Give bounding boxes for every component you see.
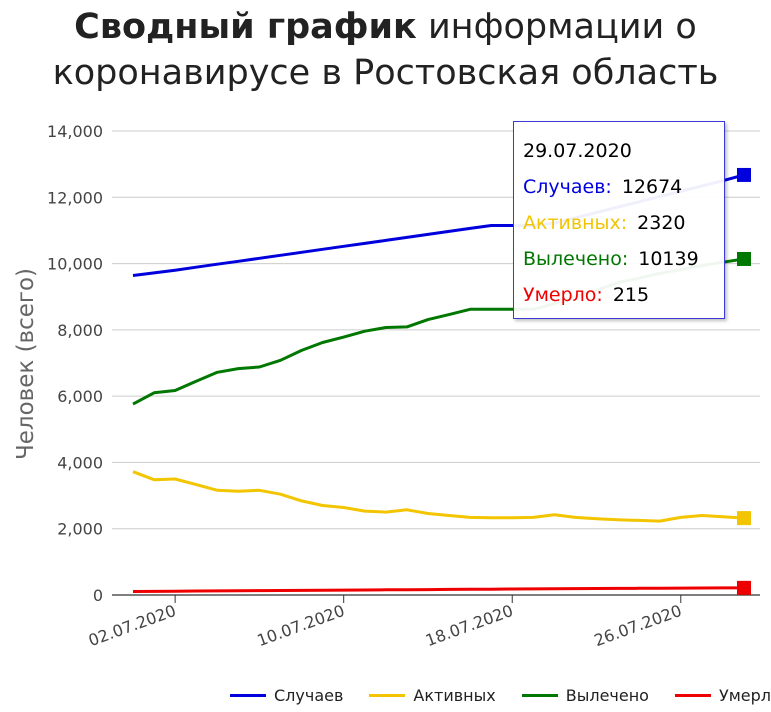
tooltip-label: Случаев: [523,176,612,198]
chart-title-line-2: коронавирусе в Ростовская область [52,53,719,93]
legend-item-active[interactable]: Активных [369,685,496,705]
x-tick-label: 10.07.2020 [254,601,347,650]
chart-title-bold: Сводный график [74,7,417,47]
y-tick-label: 4,000 [57,453,103,472]
chart-title-rest: информации о [416,7,697,47]
y-tick-label: 6,000 [57,387,103,406]
legend-swatch [674,693,711,697]
x-tick-label: 18.07.2020 [423,601,516,650]
legend-swatch [230,693,266,697]
tooltip-row-recovered: Вылечено: 10139 [523,241,724,277]
tooltip-value: 10139 [638,248,699,270]
series-end-marker[interactable] [737,580,751,595]
legend-swatch [369,693,406,697]
legend-item-recovered[interactable]: Вылечено [521,685,649,705]
tooltip-value: 215 [612,284,650,306]
tooltip-label: Вылечено: [523,248,629,270]
series-end-marker[interactable] [737,511,751,526]
y-tick-label: 0 [93,586,103,605]
y-tick-label: 2,000 [57,520,103,539]
tooltip-value: 12674 [621,176,683,198]
y-axis-label: Человек (всего) [13,268,39,460]
data-tooltip: 29.07.2020 Случаев: 12674 Активных: 2320 В… [513,121,725,319]
legend-item-deaths[interactable]: Умерло [674,685,771,705]
x-axis-ticks: 02.07.2020 10.07.2020 18.07.2020 26.07.2020 [86,595,684,650]
legend-swatch [521,693,558,697]
tooltip-row-deaths: Умерло: 215 [523,277,724,313]
tooltip-value: 2320 [637,212,686,234]
chart-title: Сводный график информации о коронавирусе… [0,4,771,96]
y-tick-label: 10,000 [47,255,103,274]
series-end-marker[interactable] [737,167,751,182]
x-tick-label: 02.07.2020 [86,601,179,650]
series-line[interactable] [132,470,745,523]
legend-item-cases[interactable]: Случаев [230,686,343,705]
tooltip-label: Умерло: [523,284,603,306]
series-line[interactable] [132,586,744,593]
chart-title-line-1: Сводный график информации о [0,4,771,50]
series-end-marker[interactable] [737,251,751,266]
legend-label: Случаев [274,685,344,705]
y-tick-label: 14,000 [47,122,103,141]
series-end-markers[interactable] [737,167,751,595]
tooltip-label: Активных: [523,212,628,234]
tooltip-row-cases: Случаев: 12674 [523,169,724,205]
gridlines [112,130,760,596]
y-tick-label: 12,000 [47,188,103,207]
y-tick-label: 8,000 [57,321,103,340]
legend-label: Умерло [718,685,771,705]
legend-label: Вылечено [565,685,649,705]
y-axis-ticks: 0 2,000 4,000 6,000 8,000 10,000 12,000 14,000 [47,122,103,605]
tooltip-row-active: Активных: 2320 [523,205,724,241]
legend-label: Активных [413,685,496,705]
tooltip-date: 29.07.2020 [523,140,632,162]
x-tick-label: 26.07.2020 [592,601,685,650]
chart-legend: Случаев Активных Вылечено Умерло [230,683,771,707]
